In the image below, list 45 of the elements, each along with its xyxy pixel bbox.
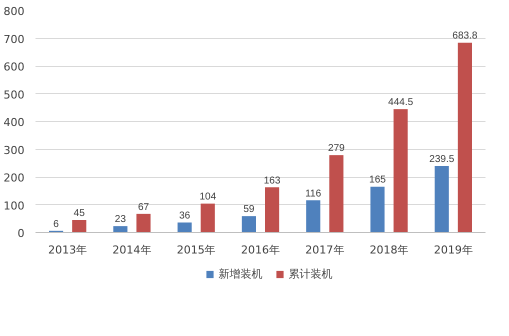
legend-label: 新增装机 xyxy=(218,266,262,282)
bar xyxy=(136,214,151,232)
bar xyxy=(265,187,280,232)
data-label: 239.5 xyxy=(429,154,455,166)
y-tick-label: 500 xyxy=(4,88,25,102)
x-tick-label: 2017年 xyxy=(305,244,344,256)
x-tick-label: 2015年 xyxy=(176,244,216,256)
bar xyxy=(200,204,215,232)
data-label: 36 xyxy=(179,210,191,222)
data-label: 6 xyxy=(53,218,60,230)
y-tick-label: 300 xyxy=(4,144,25,157)
y-tick-label: 100 xyxy=(4,199,25,212)
data-label: 116 xyxy=(305,188,322,200)
bar xyxy=(394,109,408,232)
y-tick-label: 600 xyxy=(4,60,25,74)
bar xyxy=(370,186,385,232)
bar xyxy=(178,222,192,232)
bar xyxy=(434,166,449,232)
legend-label: 累计装机 xyxy=(288,266,332,282)
y-tick-label: 400 xyxy=(4,116,25,129)
bar xyxy=(458,42,472,232)
y-tick-label: 700 xyxy=(4,32,25,46)
data-label: 165 xyxy=(369,174,386,186)
data-label: 279 xyxy=(328,143,346,154)
bar xyxy=(113,226,128,232)
data-label: 163 xyxy=(264,175,281,186)
x-tick-label: 2013年 xyxy=(48,244,88,256)
x-tick-label: 2019年 xyxy=(434,244,473,256)
data-label: 444.5 xyxy=(388,97,414,108)
y-tick-label: 200 xyxy=(4,172,25,184)
bar xyxy=(306,200,320,232)
x-tick-label: 2018年 xyxy=(370,244,409,256)
bar xyxy=(242,216,256,232)
data-label: 67 xyxy=(138,202,150,213)
x-tick-label: 2014年 xyxy=(112,244,152,256)
y-tick-label: 0 xyxy=(18,227,24,240)
data-label: 104 xyxy=(199,192,217,203)
data-label: 59 xyxy=(243,204,255,216)
data-label: 45 xyxy=(74,208,86,220)
data-label: 23 xyxy=(114,214,126,226)
data-label: 683.8 xyxy=(452,30,478,42)
bar xyxy=(329,155,344,232)
y-tick-label: 800 xyxy=(4,5,25,18)
bar xyxy=(72,220,86,232)
x-tick-label: 2016年 xyxy=(241,244,280,256)
